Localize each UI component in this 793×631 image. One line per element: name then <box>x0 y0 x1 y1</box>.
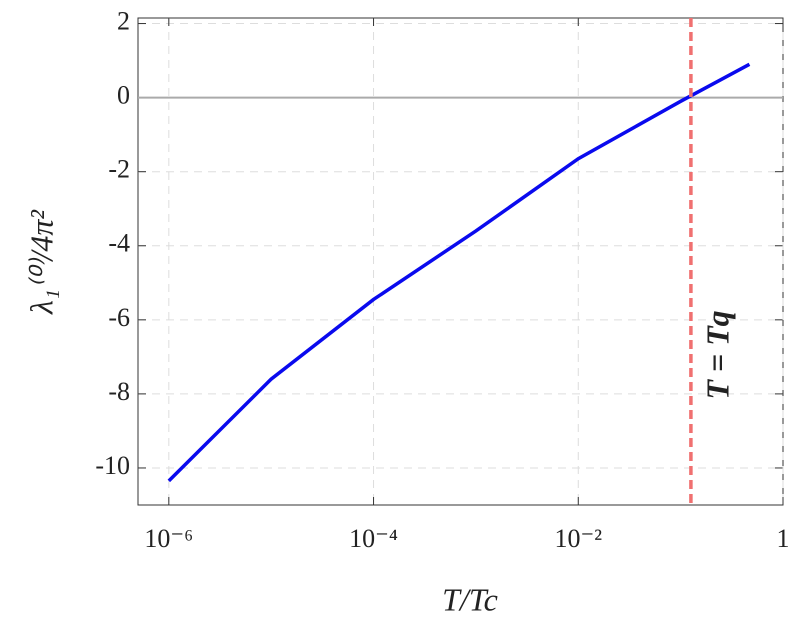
x-tick-label: 1 <box>777 524 790 553</box>
y-tick-label: -10 <box>95 451 130 480</box>
y-axis-label: λ₁⁽⁰⁾/4π² <box>23 209 59 315</box>
x-tick-label: 10⁻⁴ <box>349 524 398 553</box>
y-tick-label: -4 <box>108 229 130 258</box>
plot-frame <box>137 17 784 506</box>
x-tick-label: 10⁻⁶ <box>144 524 193 553</box>
x-tick-label: 10⁻² <box>555 524 603 553</box>
threshold-label: T = Tq <box>699 310 735 399</box>
x-axis-label: T/Tc <box>442 581 498 617</box>
y-tick-label: -2 <box>108 155 130 184</box>
y-tick-label: -8 <box>108 377 130 406</box>
y-tick-label: 0 <box>117 81 130 110</box>
data-line <box>167 62 751 483</box>
y-tick-label: -6 <box>108 303 130 332</box>
y-tick-label: 2 <box>117 7 130 36</box>
